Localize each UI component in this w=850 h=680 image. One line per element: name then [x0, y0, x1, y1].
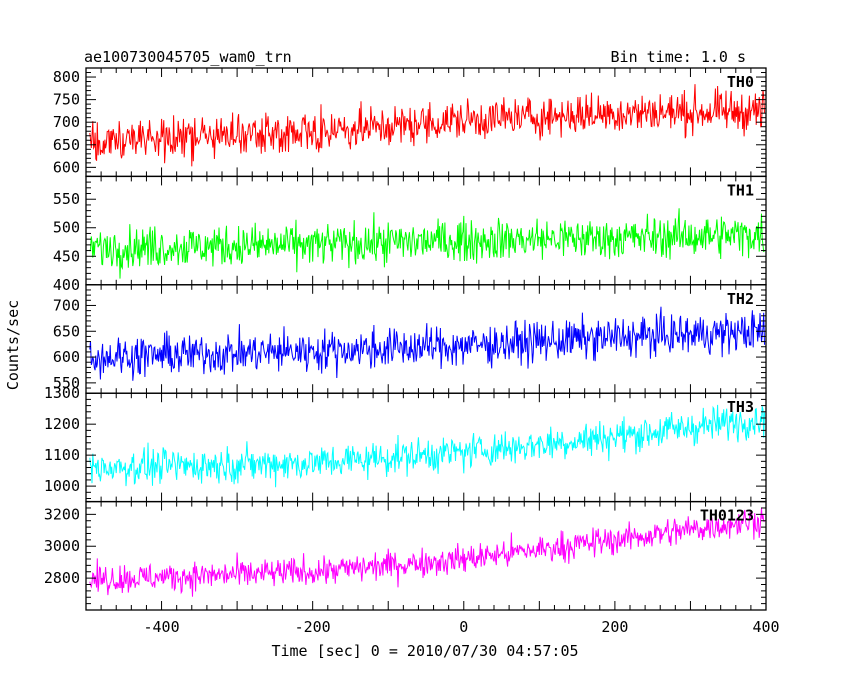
y-tick-label: 750: [53, 91, 80, 109]
y-tick-label: 400: [53, 276, 80, 294]
y-tick-label: 1300: [44, 384, 80, 402]
y-tick-label: 1100: [44, 446, 80, 464]
panel-th2: 550 600 650 700 TH2: [53, 284, 767, 394]
x-axis: -400 -200 0 200 400: [143, 618, 779, 636]
y-tick-label: 2800: [44, 569, 80, 587]
y-tick-label: 450: [53, 247, 80, 265]
x-tick-label: -400: [143, 618, 179, 636]
y-tick-label: 3000: [44, 537, 80, 555]
observation-id: ae100730045705_wam0_trn: [84, 48, 292, 66]
panel-th1: 400 450 500 550 TH1: [53, 175, 767, 294]
x-axis-title: Time [sec] 0 = 2010/07/30 04:57:05: [271, 642, 578, 660]
series-line-th3: [89, 404, 765, 488]
y-tick-label: 600: [53, 348, 80, 366]
panel-frame: [85, 500, 767, 611]
y-tick-label: 650: [53, 322, 80, 340]
series-label: TH0: [727, 73, 754, 91]
series-line-th2: [89, 306, 765, 381]
x-tick-label: -200: [295, 618, 331, 636]
bin-time-label: Bin time: 1.0 s: [611, 48, 746, 66]
x-tick-label: 400: [752, 618, 779, 636]
series-label: TH3: [727, 398, 754, 416]
series-line-th0: [89, 84, 765, 167]
y-tick-label: 550: [53, 374, 80, 392]
y-tick-label: 500: [53, 219, 80, 237]
y-tick-label: 700: [53, 113, 80, 131]
y-tick-label: 600: [53, 158, 80, 176]
x-tick-label: 0: [459, 618, 468, 636]
panel-frame: [85, 392, 767, 503]
panel-th0123: 2800 3000 3200 TH0123: [44, 500, 767, 611]
y-tick-label: 800: [53, 68, 80, 86]
y-tick-label: 700: [53, 296, 80, 314]
y-tick-label: 3200: [44, 505, 80, 523]
series-line-th0123: [89, 508, 765, 597]
panel-th0: 600 650 700 750 800 TH0: [53, 67, 767, 178]
series-label: TH1: [727, 181, 754, 199]
y-tick-label: 550: [53, 190, 80, 208]
y-tick-label: 650: [53, 136, 80, 154]
x-tick-label: 200: [601, 618, 628, 636]
y-axis-title: Counts/sec: [4, 300, 22, 390]
series-label: TH2: [727, 290, 754, 308]
y-tick-label: 1200: [44, 415, 80, 433]
panel-th3: 1000 1100 1200 1300 TH3: [44, 384, 767, 503]
series-label: TH0123: [700, 507, 754, 525]
series-line-th1: [89, 208, 765, 279]
y-tick-label: 1000: [44, 477, 80, 495]
